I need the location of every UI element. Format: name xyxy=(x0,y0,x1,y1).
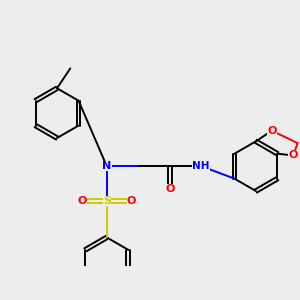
Text: O: O xyxy=(77,196,87,206)
Text: O: O xyxy=(127,196,136,206)
Text: O: O xyxy=(267,126,277,136)
Text: O: O xyxy=(289,150,298,161)
Text: N: N xyxy=(102,161,111,171)
Text: NH: NH xyxy=(193,161,210,171)
Text: O: O xyxy=(165,184,174,194)
Text: S: S xyxy=(103,196,111,206)
